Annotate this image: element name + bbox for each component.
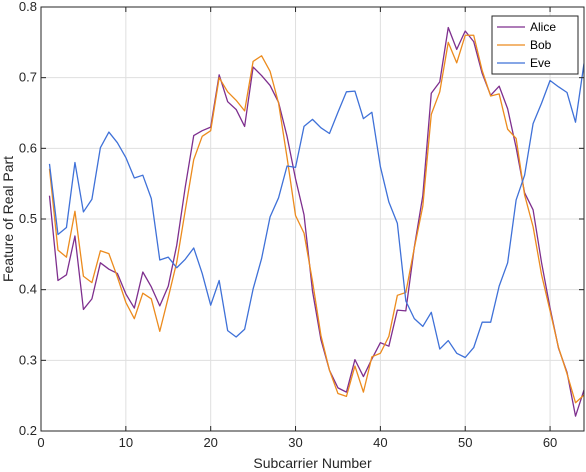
series-line-alice [48, 26, 584, 417]
x-tick-label: 10 [119, 435, 133, 450]
x-tick-label: 30 [288, 435, 302, 450]
x-tick-label: 50 [458, 435, 472, 450]
series-layer [48, 26, 584, 417]
y-tick-label: 0.6 [19, 140, 37, 155]
legend-label-alice: Alice [530, 20, 556, 34]
x-tick-label: 40 [373, 435, 387, 450]
x-tick-label: 60 [543, 435, 557, 450]
series-line-bob [48, 34, 584, 404]
y-tick-label: 0.4 [19, 282, 37, 297]
series-line-eve [48, 63, 584, 359]
y-axis-label: Feature of Real Part [0, 156, 16, 282]
y-tick-label: 0.7 [19, 70, 37, 85]
x-tick-label: 0 [37, 435, 44, 450]
x-tick-label: 20 [203, 435, 217, 450]
y-tick-label: 0.5 [19, 211, 37, 226]
y-tick-label: 0.3 [19, 352, 37, 367]
legend: Alice Bob Eve [491, 15, 579, 75]
y-tick-label: 0.2 [19, 423, 37, 438]
y-tick-label: 0.8 [19, 0, 37, 14]
legend-label-bob: Bob [530, 38, 552, 52]
axis-ticks: 0 10 20 30 40 50 60 0.2 0.3 0.4 0.5 0.6 0.7 0.8 [19, 0, 584, 450]
legend-label-eve: Eve [530, 56, 551, 70]
x-axis-label: Subcarrier Number [253, 455, 372, 471]
